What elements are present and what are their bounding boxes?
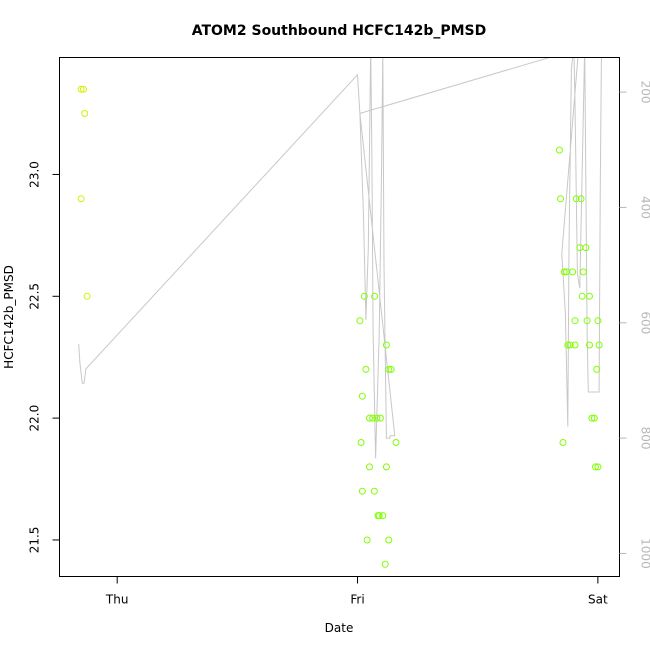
data-point <box>77 85 85 93</box>
y-left-tick-label: 22.5 <box>28 283 42 310</box>
data-point <box>583 317 591 325</box>
y-right-tick-label: 800 <box>639 427 650 450</box>
data-point <box>594 463 602 471</box>
data-point <box>381 560 389 568</box>
plot-frame <box>59 57 620 577</box>
data-point <box>594 317 602 325</box>
data-point <box>360 292 368 300</box>
data-point <box>358 392 366 400</box>
data-point <box>369 414 377 422</box>
data-point <box>371 292 379 300</box>
data-point <box>592 463 599 471</box>
x-tick-label: Fri <box>350 593 364 607</box>
series-line <box>78 57 602 459</box>
y-right-tick-label: 600 <box>639 311 650 334</box>
data-point <box>590 414 598 422</box>
y-right-tick-label: 1000 <box>639 538 650 569</box>
data-point <box>595 341 603 349</box>
x-tick-label: Thu <box>105 593 129 607</box>
y-right-tick-label: 200 <box>639 81 650 104</box>
data-point <box>588 414 596 422</box>
data-point <box>77 195 85 203</box>
data-point <box>586 341 593 349</box>
data-point <box>560 268 568 276</box>
data-point <box>358 487 366 495</box>
data-point <box>572 195 580 203</box>
x-tick-label: Sat <box>588 593 608 607</box>
data-point <box>366 463 373 471</box>
y-left-tick-label: 21.5 <box>28 527 42 554</box>
data-point <box>370 487 378 495</box>
y-left-tick-label: 23.0 <box>28 161 42 188</box>
data-point <box>566 341 574 349</box>
data-point <box>366 414 373 422</box>
data-point <box>387 365 395 373</box>
data-point <box>356 317 364 325</box>
data-point <box>571 341 579 349</box>
data-point <box>559 439 567 446</box>
x-axis-label: Date <box>325 621 354 635</box>
data-point <box>577 195 585 203</box>
data-point <box>363 536 371 544</box>
data-point <box>373 414 381 422</box>
data-point <box>81 110 89 117</box>
y-axis-label: HCFC142b_PMSD <box>2 265 16 369</box>
data-point <box>392 439 400 446</box>
data-point <box>586 292 593 300</box>
y-right-tick-label: 400 <box>639 196 650 219</box>
point-series <box>77 85 603 568</box>
y-axis-right: 200 400 600 800 1000 <box>619 81 650 569</box>
data-point <box>357 439 365 446</box>
data-point <box>385 365 393 373</box>
data-point <box>83 292 91 300</box>
data-point <box>593 365 601 373</box>
data-point <box>571 317 579 325</box>
data-point <box>578 292 586 300</box>
data-point <box>555 146 563 154</box>
data-point <box>376 414 384 422</box>
line-series <box>78 57 602 459</box>
data-point <box>564 341 572 349</box>
data-point <box>382 463 390 471</box>
y-left-tick-label: 22.0 <box>28 405 42 432</box>
x-axis: Thu Fri Sat <box>105 576 608 607</box>
data-point <box>557 195 565 203</box>
data-point <box>582 244 590 252</box>
data-point <box>569 268 577 276</box>
data-point <box>80 85 87 93</box>
y-axis-left: 21.5 22.0 22.5 23.0 <box>28 161 60 553</box>
data-point <box>382 341 390 349</box>
data-point <box>375 512 383 520</box>
data-point <box>362 365 370 373</box>
data-point <box>385 536 393 544</box>
chart-title: ATOM2 Southbound HCFC142b_PMSD <box>192 23 487 39</box>
data-point <box>579 268 587 276</box>
data-point <box>379 512 387 520</box>
